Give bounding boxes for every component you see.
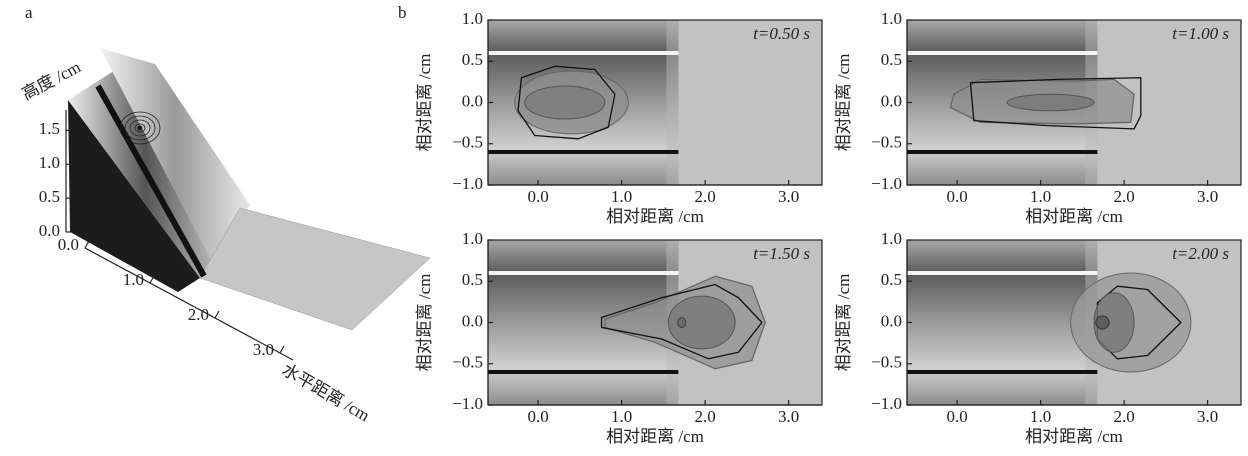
plume-contour	[1007, 94, 1094, 111]
y-tick-label: −1.0	[452, 394, 483, 413]
x-tick-label: 0.0	[946, 407, 967, 426]
y-tick-label: 0.5	[881, 50, 902, 69]
figure: a b 0.00.51.01.5高度 /cm0.01.02.03.0水平距离 /…	[0, 0, 1248, 456]
x-tick-label: 0.0	[946, 187, 967, 206]
plume-contour	[678, 318, 686, 328]
x-tick	[280, 346, 284, 353]
x-axis-label: 相对距离 /cm	[606, 207, 704, 226]
x-tick-label: 1.0	[611, 187, 632, 206]
plot-area	[488, 20, 822, 185]
z-tick-label: 1.0	[39, 153, 60, 172]
y-axis-label: 相对距离 /cm	[834, 54, 853, 152]
y-tick-label: 1.0	[462, 229, 483, 248]
y-tick-label: 1.0	[462, 9, 483, 28]
y-axis-label: 相对距离 /cm	[834, 274, 853, 372]
y-axis-label: 相对距离 /cm	[415, 274, 434, 372]
channel	[907, 240, 1097, 405]
plot-area	[488, 240, 822, 405]
x-tick-label: 2.0	[694, 187, 715, 206]
y-axis-label: 相对距离 /cm	[415, 54, 434, 152]
x-axis-label: 水平距离 /cm	[279, 360, 373, 425]
x-tick-label: 2.0	[1113, 187, 1134, 206]
x-tick-label: 1.0	[123, 270, 144, 289]
y-tick-label: 0.0	[462, 91, 483, 110]
x-axis-label: 相对距离 /cm	[606, 427, 704, 446]
x-tick-label: 0.0	[527, 407, 548, 426]
y-tick-label: −1.0	[871, 174, 902, 193]
x-tick-label: 3.0	[778, 407, 799, 426]
x-tick-label: 2.0	[694, 407, 715, 426]
z-tick-label: 0.5	[39, 187, 60, 206]
plume-contour	[525, 86, 605, 119]
plume-contour	[1096, 316, 1109, 329]
panel-label: b	[398, 3, 407, 22]
y-tick-label: −1.0	[452, 174, 483, 193]
y-tick-label: 1.0	[881, 229, 902, 248]
y-tick-label: −0.5	[452, 353, 483, 372]
x-tick-label: 0.0	[527, 187, 548, 206]
y-tick-label: 0.0	[462, 311, 483, 330]
x-tick-label: 2.0	[188, 305, 209, 324]
annotation: t=0.50 s	[753, 24, 810, 43]
x-tick	[85, 241, 89, 248]
y-tick-label: 0.5	[462, 270, 483, 289]
y-tick-label: 1.0	[881, 9, 902, 28]
y-tick-label: 0.0	[881, 311, 902, 330]
x-tick-label: 1.0	[611, 407, 632, 426]
annotation: t=2.00 s	[1172, 244, 1229, 263]
fade	[666, 20, 678, 185]
plot-area	[907, 20, 1241, 185]
x-tick-label: 3.0	[1197, 187, 1218, 206]
x-tick-label: 2.0	[1113, 407, 1134, 426]
x-tick-label: 3.0	[778, 187, 799, 206]
annotation: t=1.50 s	[753, 244, 810, 263]
y-tick-label: 0.0	[881, 91, 902, 110]
z-tick-label: 1.5	[39, 119, 60, 138]
x-tick-label: 1.0	[1030, 187, 1051, 206]
x-axis-label: 相对距离 /cm	[1025, 427, 1123, 446]
x-axis-label: 相对距离 /cm	[1025, 207, 1123, 226]
x-tick	[215, 311, 219, 318]
x-tick-label: 3.0	[1197, 407, 1218, 426]
y-tick-label: 0.5	[462, 50, 483, 69]
x-tick-label: 0.0	[58, 235, 79, 254]
y-tick-label: −1.0	[871, 394, 902, 413]
y-tick-label: −0.5	[871, 353, 902, 372]
panel-label: a	[25, 3, 33, 22]
x-tick-label: 1.0	[1030, 407, 1051, 426]
y-tick-label: −0.5	[871, 133, 902, 152]
x-tick-label: 3.0	[253, 340, 274, 359]
y-tick-label: −0.5	[452, 133, 483, 152]
y-tick-label: 0.5	[881, 270, 902, 289]
plot-area	[907, 240, 1241, 405]
annotation: t=1.00 s	[1172, 24, 1229, 43]
